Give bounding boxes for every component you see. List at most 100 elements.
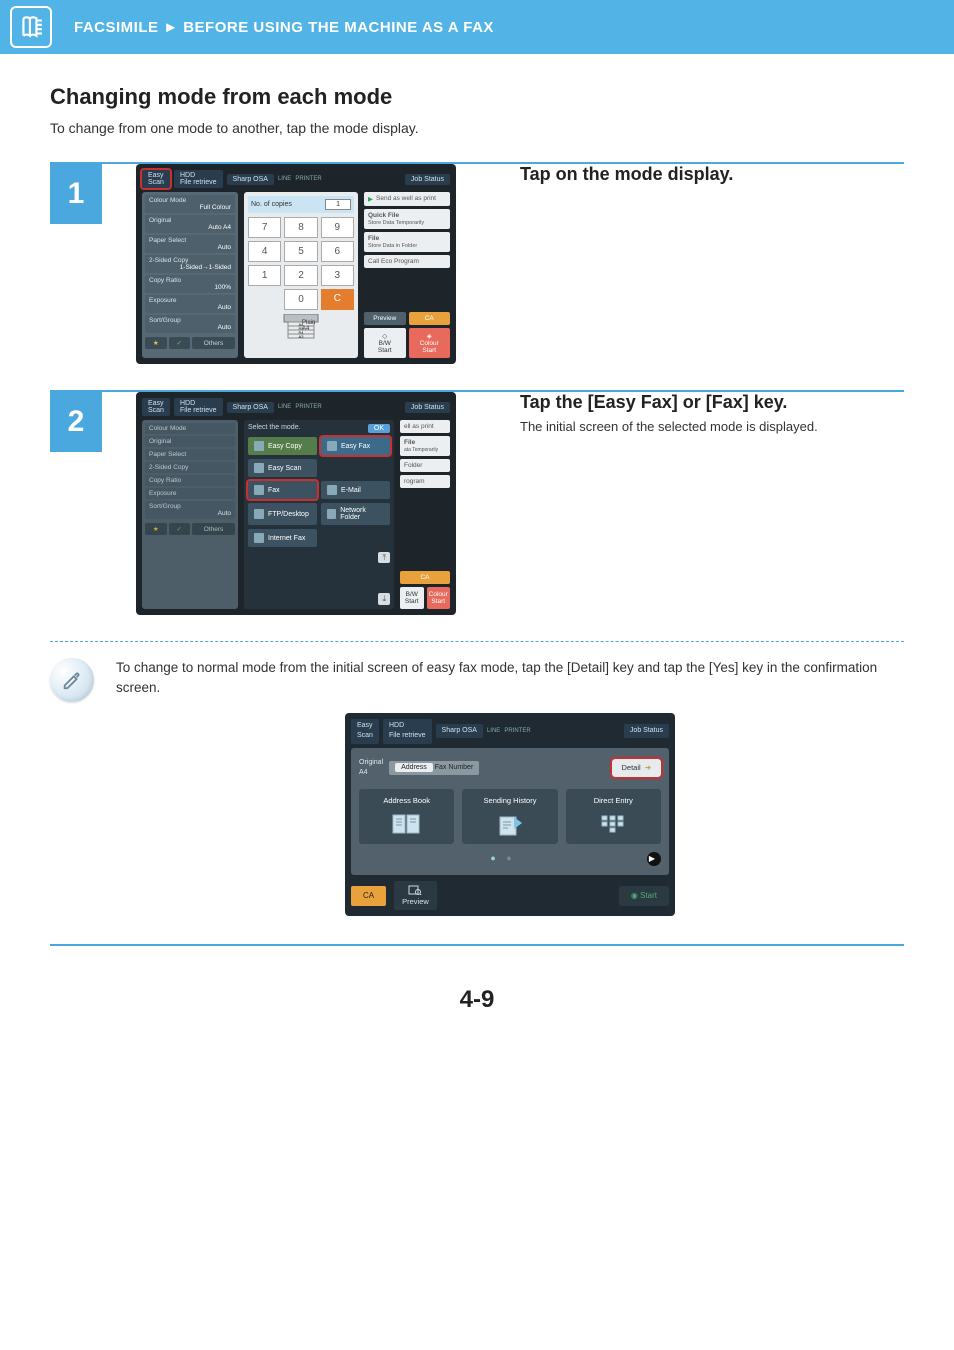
original-item[interactable]: OriginalAuto A4 xyxy=(145,215,235,233)
mode-display-button[interactable]: Easy Scan xyxy=(351,719,379,744)
paper-select-item[interactable]: Paper SelectAuto xyxy=(145,235,235,253)
paper-select-item[interactable]: Paper Select xyxy=(145,449,235,460)
copy-screen: Easy Scan HDD File retrieve Sharp OSA LI… xyxy=(136,164,456,364)
screen-header: Easy Scan HDD File retrieve Sharp OSA LI… xyxy=(142,170,450,188)
fav-icon[interactable]: ★ xyxy=(145,523,167,535)
key-5[interactable]: 5 xyxy=(284,241,317,262)
hdd-button[interactable]: HDD File retrieve xyxy=(383,719,432,744)
step-1: 1 Easy Scan HDD File retrieve Sharp OSA … xyxy=(50,164,904,364)
original-item[interactable]: Original xyxy=(145,436,235,447)
next-page-icon[interactable]: ▶ xyxy=(647,852,661,866)
sharp-osa-button[interactable]: Sharp OSA xyxy=(227,174,274,185)
tray-display: A4 B5 B4 A3 Plain A4 xyxy=(248,314,354,354)
mode-select-screen: Easy Scan HDD File retrieve Sharp OSA LI… xyxy=(136,392,456,615)
breadcrumb-section[interactable]: FACSIMILE xyxy=(74,19,159,36)
colour-mode-item[interactable]: Colour ModeFull Colour xyxy=(145,195,235,213)
job-status-button[interactable]: Job Status xyxy=(624,724,669,739)
ca-button[interactable]: CA xyxy=(400,571,450,584)
key-9[interactable]: 9 xyxy=(321,217,354,238)
bw-start-button[interactable]: B/W Start xyxy=(400,587,424,609)
key-1[interactable]: 1 xyxy=(248,265,281,286)
copy-ratio-item[interactable]: Copy Ratio100% xyxy=(145,275,235,293)
job-status-button[interactable]: Job Status xyxy=(405,402,450,413)
address-tabs[interactable]: Address Fax Number xyxy=(389,761,479,776)
sending-history-button[interactable]: Sending History xyxy=(462,789,557,844)
scroll-up-icon[interactable]: ⤒ xyxy=(378,552,390,563)
manual-index-icon[interactable] xyxy=(10,6,52,48)
key-6[interactable]: 6 xyxy=(321,241,354,262)
mode-display-button[interactable]: Easy Scan xyxy=(142,398,170,416)
key-8[interactable]: 8 xyxy=(284,217,317,238)
bw-start-button[interactable]: ◇B/W Start xyxy=(364,328,406,358)
eco-item[interactable]: Call Eco Program xyxy=(364,255,450,268)
scroll-down-icon[interactable]: ⤓ xyxy=(378,593,390,605)
duplex-item[interactable]: 2-Sided Copy xyxy=(145,462,235,473)
address-book-icon xyxy=(363,812,450,838)
key-3[interactable]: 3 xyxy=(321,265,354,286)
detail-button[interactable]: Detail ➔ xyxy=(612,759,661,776)
dashed-divider xyxy=(50,641,904,642)
sort-group-item[interactable]: Sort/GroupAuto xyxy=(145,501,235,519)
copy-ratio-item[interactable]: Copy Ratio xyxy=(145,475,235,486)
easy-fax-button[interactable]: Easy Fax xyxy=(321,437,390,455)
copies-value[interactable]: 1 xyxy=(325,199,351,210)
exposure-item[interactable]: Exposure xyxy=(145,488,235,499)
key-0[interactable]: 0 xyxy=(284,289,317,310)
fav-icon[interactable]: ★ xyxy=(145,337,167,349)
check-icon[interactable]: ✓ xyxy=(169,523,191,535)
send-print-item[interactable]: ▶Send as well as print xyxy=(364,192,450,206)
section-title: Changing mode from each mode xyxy=(50,84,904,110)
easy-copy-button[interactable]: Easy Copy xyxy=(248,437,317,455)
ca-button[interactable]: CA xyxy=(409,312,451,325)
settings-sidebar: Colour Mode Original Paper Select 2-Side… xyxy=(142,420,238,609)
easy-scan-button[interactable]: Easy Scan xyxy=(248,459,317,477)
sharp-osa-button[interactable]: Sharp OSA xyxy=(227,402,274,413)
folder-item[interactable]: Folder xyxy=(400,459,450,472)
ca-button[interactable]: CA xyxy=(351,886,386,906)
colour-mode-item[interactable]: Colour Mode xyxy=(145,423,235,434)
job-status-button[interactable]: Job Status xyxy=(405,174,450,185)
others-button[interactable]: Others xyxy=(192,523,235,535)
ftp-button[interactable]: FTP/Desktop xyxy=(248,503,317,525)
key-clear[interactable]: C xyxy=(321,289,354,310)
colour-start-button[interactable]: Colour Start xyxy=(427,587,451,609)
sharp-osa-button[interactable]: Sharp OSA xyxy=(436,724,483,739)
svg-text:A3: A3 xyxy=(299,334,305,339)
duplex-item[interactable]: 2-Sided Copy1-Sided→1-Sided xyxy=(145,255,235,273)
address-tab[interactable]: Address xyxy=(395,763,433,772)
preview-button[interactable]: Preview xyxy=(394,881,437,910)
fax-button[interactable]: Fax xyxy=(248,481,317,499)
start-button[interactable]: ◉ Start xyxy=(619,886,669,906)
hdd-button[interactable]: HDD File retrieve xyxy=(174,398,223,416)
original-label: Original A4 xyxy=(359,758,383,779)
breadcrumb-page[interactable]: BEFORE USING THE MACHINE AS A FAX xyxy=(183,19,494,36)
mode-select-panel: Select the mode. OK Easy Copy Easy Fax E… xyxy=(244,420,394,609)
colour-start-button[interactable]: ◈Colour Start xyxy=(409,328,451,358)
hdd-button[interactable]: HDD File retrieve xyxy=(174,170,223,188)
sort-group-item[interactable]: Sort/GroupAuto xyxy=(145,315,235,333)
check-icon[interactable]: ✓ xyxy=(169,337,191,349)
printer-indicator: PRINTER xyxy=(295,176,321,182)
faxnum-tab[interactable]: Fax Number xyxy=(435,764,474,771)
key-2[interactable]: 2 xyxy=(284,265,317,286)
file-item[interactable]: Fileata Temporarily xyxy=(400,436,450,456)
network-folder-button[interactable]: Network Folder xyxy=(321,503,390,525)
address-book-button[interactable]: Address Book xyxy=(359,789,454,844)
quick-file-item[interactable]: Quick FileStore Data Temporarily xyxy=(364,209,450,229)
exposure-item[interactable]: ExposureAuto xyxy=(145,295,235,313)
email-button[interactable]: E-Mail xyxy=(321,481,390,499)
mode-display-button[interactable]: Easy Scan xyxy=(142,170,170,188)
key-4[interactable]: 4 xyxy=(248,241,281,262)
direct-entry-button[interactable]: Direct Entry xyxy=(566,789,661,844)
page-dots: ● ● ▶ xyxy=(359,852,661,866)
program-item[interactable]: rogram xyxy=(400,475,450,488)
action-panel: ▶Send as well as print Quick FileStore D… xyxy=(364,192,450,358)
internet-fax-button[interactable]: Internet Fax xyxy=(248,529,317,547)
send-print-item[interactable]: ell as print xyxy=(400,420,450,433)
others-button[interactable]: Others xyxy=(192,337,235,349)
key-7[interactable]: 7 xyxy=(248,217,281,238)
breadcrumb-sep: ► xyxy=(163,19,178,36)
ok-button[interactable]: OK xyxy=(368,424,390,433)
file-item[interactable]: FileStore Data in Folder xyxy=(364,232,450,252)
step-2: 2 Easy Scan HDD File retrieve Sharp OSA … xyxy=(50,392,904,615)
